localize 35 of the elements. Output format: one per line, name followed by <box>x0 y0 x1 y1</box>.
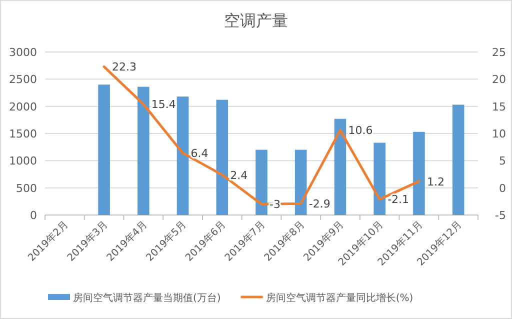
y-tick-label: 2500 <box>9 73 37 86</box>
bar <box>216 100 228 215</box>
chart-title: 空调产量 <box>224 11 288 30</box>
data-label: 22.3 <box>112 60 137 74</box>
bar <box>334 118 346 215</box>
data-label: 2.4 <box>230 168 248 182</box>
data-label: 1.2 <box>426 175 444 188</box>
data-label: 6.4 <box>190 147 208 160</box>
y2-tick-label: -5 <box>495 209 506 222</box>
bar <box>294 150 307 215</box>
y2-tick-label: 15 <box>492 100 506 114</box>
y-tick-label: 3000 <box>9 46 37 59</box>
legend-label: 房间空气调节器产量同比增长(%) <box>266 292 414 304</box>
y-tick-label: 500 <box>16 182 37 195</box>
bar <box>98 84 110 215</box>
bar <box>256 150 268 215</box>
y2-tick-label: 5 <box>499 154 506 168</box>
data-label: -2.9 <box>308 198 330 211</box>
y2-tick-label: 25 <box>492 46 506 59</box>
bar <box>452 104 464 215</box>
y2-tick-label: 0 <box>499 182 506 195</box>
legend-label: 房间空气调节器产量当期值(万台) <box>73 292 221 304</box>
y-tick-label: 0 <box>30 209 37 222</box>
bar <box>413 132 425 215</box>
bar <box>374 142 386 215</box>
bar <box>176 96 189 215</box>
y-tick-label: 1500 <box>9 128 37 140</box>
y2-tick-label: 10 <box>492 128 506 140</box>
y-tick-label: 2000 <box>9 100 37 114</box>
data-label: 10.6 <box>348 124 373 138</box>
data-label: -2.1 <box>388 193 410 206</box>
bar <box>138 86 150 215</box>
y-tick-label: 1000 <box>9 154 37 168</box>
y2-tick-label: 20 <box>492 73 506 86</box>
data-label: 15.4 <box>151 98 176 112</box>
